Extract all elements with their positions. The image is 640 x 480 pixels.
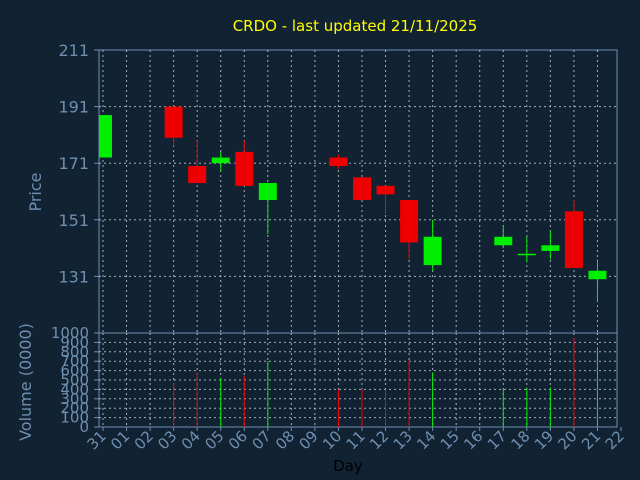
candles [99,106,607,302]
candle-body [353,177,371,200]
volume-tick-label: 300 [60,390,89,408]
candle-body [376,185,395,195]
candle-body [564,211,583,268]
x-axis-ticks: 3101020304050607080910111213141516171819… [84,427,628,453]
volume-tick-label: 1000 [51,324,89,342]
volume-tick-label: 400 [60,380,89,398]
candle-body [423,236,442,266]
price-axis-ticks: 211 191 171 151 131 [58,41,99,286]
volume-bars [173,337,598,427]
price-tick-label: 211 [58,41,89,60]
volume-tick-label: 900 [60,333,89,351]
volume-tick-label: 800 [60,343,89,361]
candle-body [99,115,112,158]
volume-axis-label: Volume (0000) [16,323,35,441]
volume-tick-label: 500 [60,371,89,389]
chart-title: CRDO - last updated 21/11/2025 [233,17,478,35]
x-axis-label: Day [333,457,363,475]
price-tick-label: 171 [58,154,89,173]
candle-body [164,106,183,138]
volume-tick-label: 200 [60,399,89,417]
candle-body [329,157,348,167]
candle-body [211,157,230,164]
candle-body [541,245,560,251]
candle-body [517,253,536,256]
price-tick-label: 151 [58,211,89,230]
volume-tick-label: 0 [79,418,89,436]
price-tick-label: 191 [58,98,89,117]
price-tick-label: 131 [58,267,89,286]
volume-tick-label: 700 [60,352,89,370]
volume-tick-label: 600 [60,362,89,380]
candle-body [188,166,207,184]
candle-body [258,183,277,200]
candle-body [400,199,419,243]
price-axis-label: Price [26,172,45,211]
candle-body [588,270,607,280]
candle-body [494,236,513,246]
volume-tick-label: 100 [60,409,89,427]
candle-body [235,151,254,186]
